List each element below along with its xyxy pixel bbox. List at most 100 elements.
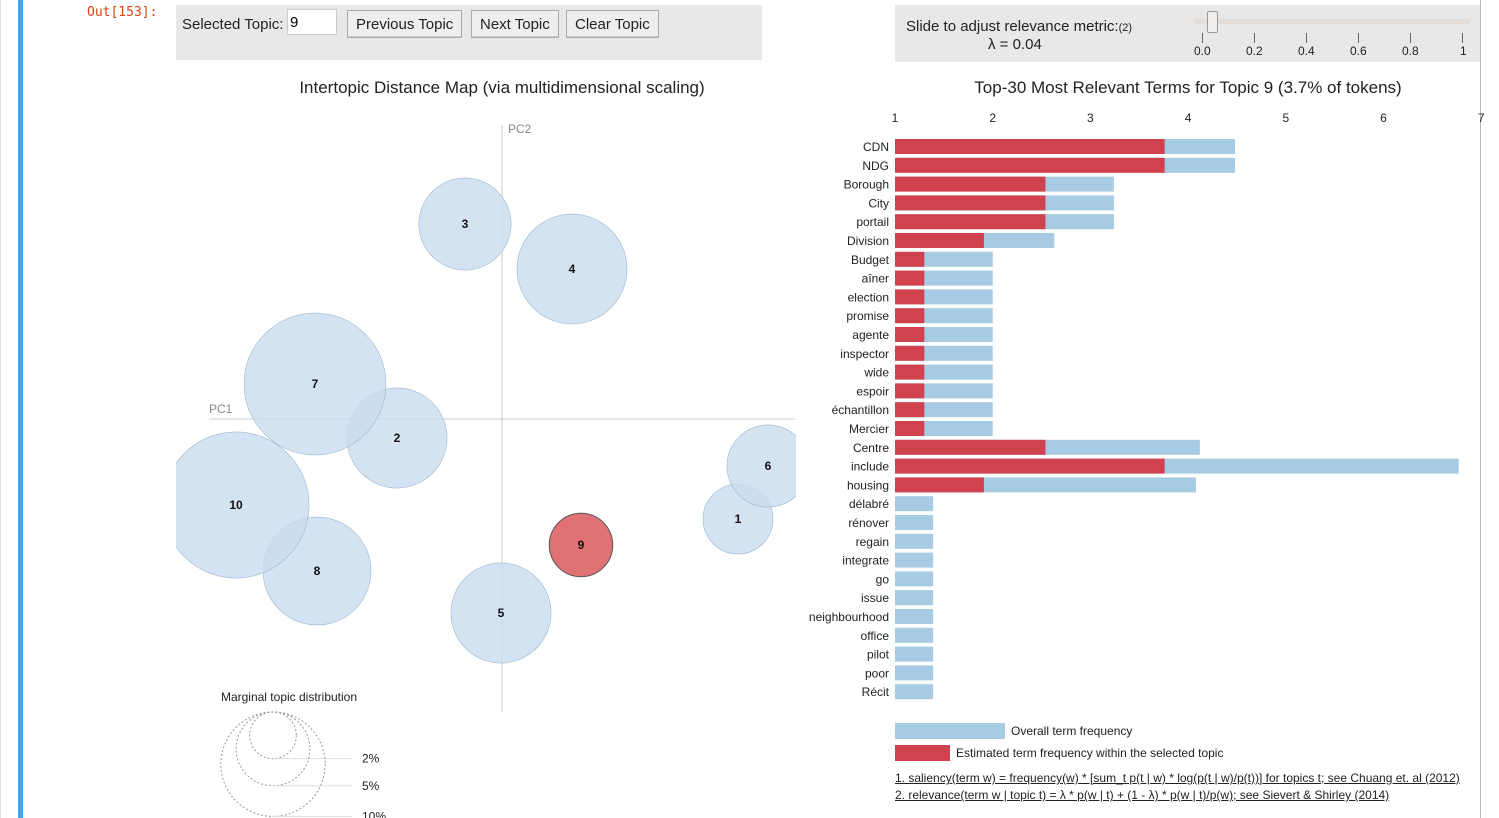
term-label[interactable]: City <box>868 196 889 210</box>
bar-topic[interactable] <box>895 308 925 324</box>
topic-circle-7[interactable] <box>243 312 387 456</box>
lambda-value: λ = 0.04 <box>988 36 1042 53</box>
slider-tick <box>1358 33 1359 43</box>
footnote-relevance[interactable]: 2. relevance(term w | topic t) = λ * p(w… <box>895 788 1390 802</box>
term-label[interactable]: issue <box>861 591 889 605</box>
legend-swatch-topic <box>895 745 950 761</box>
bar-overall[interactable] <box>895 627 934 643</box>
term-label[interactable]: Mercier <box>849 422 889 436</box>
topic-circle-9[interactable] <box>548 512 614 578</box>
term-label[interactable]: aîner <box>862 272 889 286</box>
output-border <box>1480 0 1481 818</box>
bar-topic[interactable] <box>895 402 925 418</box>
term-label[interactable]: Budget <box>851 253 890 267</box>
bar-overall[interactable] <box>895 496 934 512</box>
term-label[interactable]: include <box>851 460 889 474</box>
x-tick-label: 5 <box>1282 111 1289 125</box>
term-label[interactable]: neighbourhood <box>809 610 889 624</box>
topic-circle-3[interactable] <box>418 177 512 271</box>
bar-overall[interactable] <box>895 609 934 624</box>
term-label[interactable]: Borough <box>844 178 889 192</box>
term-label[interactable]: espoir <box>856 384 889 398</box>
pc1-label: PC1 <box>209 402 233 416</box>
x-tick-label: 1 <box>892 111 899 125</box>
pc2-label: PC2 <box>508 122 532 136</box>
topic-circle-4[interactable] <box>516 213 628 325</box>
bar-topic[interactable] <box>895 345 925 361</box>
topic-controls: Selected Topic: Previous Topic Next Topi… <box>176 5 762 60</box>
bar-topic[interactable] <box>895 477 984 493</box>
legend-size-label: 10% <box>362 809 386 818</box>
topic-label-2: 2 <box>394 431 401 445</box>
term-label[interactable]: inspector <box>840 347 889 361</box>
term-label[interactable]: Division <box>847 234 889 248</box>
bar-overall[interactable] <box>895 552 934 568</box>
topic-label-10: 10 <box>229 498 243 512</box>
x-tick-label: 2 <box>989 111 996 125</box>
term-label[interactable]: integrate <box>842 554 889 568</box>
bar-topic[interactable] <box>895 270 925 286</box>
cell-selection-bar <box>18 0 23 818</box>
slider-tick-label: 0.6 <box>1350 44 1367 58</box>
term-label[interactable]: rénover <box>848 516 889 530</box>
previous-topic-button[interactable]: Previous Topic <box>347 10 463 38</box>
legend-label-overall: Overall term frequency <box>1011 724 1132 738</box>
legend-label-topic: Estimated term frequency within the sele… <box>956 746 1223 760</box>
bar-topic[interactable] <box>895 214 1046 230</box>
bar-topic[interactable] <box>895 139 1165 154</box>
bar-overall[interactable] <box>895 571 934 587</box>
bar-topic[interactable] <box>895 289 925 305</box>
slider-tick-label: 0.2 <box>1246 44 1263 58</box>
topic-circle-10[interactable] <box>163 431 310 579</box>
term-label[interactable]: office <box>861 629 890 643</box>
topic-circle-5[interactable] <box>450 562 552 664</box>
slider-track[interactable] <box>1195 19 1470 24</box>
term-label[interactable]: Récit <box>862 685 890 699</box>
term-label[interactable]: agente <box>852 328 889 342</box>
selected-topic-label: Selected Topic: <box>182 16 284 33</box>
slider-handle[interactable] <box>1207 11 1219 33</box>
bar-overall[interactable] <box>895 515 934 530</box>
bar-topic[interactable] <box>895 251 925 267</box>
term-label[interactable]: Centre <box>853 441 889 455</box>
selected-topic-input[interactable] <box>287 9 337 35</box>
bar-topic[interactable] <box>895 157 1165 173</box>
topic-circle-6[interactable] <box>726 424 809 508</box>
x-tick-label: 4 <box>1185 111 1192 125</box>
term-label[interactable]: poor <box>865 666 889 680</box>
term-label[interactable]: échantillon <box>832 403 889 417</box>
bar-overall[interactable] <box>895 684 934 700</box>
notebook-border <box>0 0 1 818</box>
term-label[interactable]: promise <box>846 309 889 323</box>
term-label[interactable]: housing <box>847 478 889 492</box>
term-label[interactable]: NDG <box>862 159 889 173</box>
term-label[interactable]: regain <box>856 535 889 549</box>
legend-circle <box>235 711 311 787</box>
bar-topic[interactable] <box>895 439 1046 455</box>
bar-overall[interactable] <box>895 590 934 606</box>
bar-topic[interactable] <box>895 421 925 436</box>
clear-topic-button[interactable]: Clear Topic <box>566 10 659 38</box>
bar-overall[interactable] <box>895 533 934 549</box>
bar-topic[interactable] <box>895 233 984 248</box>
bar-overall[interactable] <box>895 665 934 681</box>
term-label[interactable]: pilot <box>867 648 890 662</box>
term-label[interactable]: portail <box>856 215 889 229</box>
term-label[interactable]: go <box>876 572 890 586</box>
legend-swatch-overall <box>895 723 1005 739</box>
bar-topic[interactable] <box>895 458 1165 474</box>
slider-tick <box>1306 33 1307 43</box>
bar-topic[interactable] <box>895 195 1046 211</box>
term-label[interactable]: CDN <box>863 140 889 154</box>
term-label[interactable]: election <box>848 290 889 304</box>
footnote-saliency[interactable]: 1. saliency(term w) = frequency(w) * [su… <box>895 771 1460 785</box>
bar-overall[interactable] <box>895 646 934 662</box>
bar-topic[interactable] <box>895 383 925 399</box>
bar-topic[interactable] <box>895 364 925 380</box>
term-label[interactable]: délabré <box>849 497 889 511</box>
slider-tick <box>1462 33 1463 43</box>
next-topic-button[interactable]: Next Topic <box>471 10 559 38</box>
term-label[interactable]: wide <box>863 366 889 380</box>
bar-topic[interactable] <box>895 176 1046 192</box>
bar-topic[interactable] <box>895 327 925 342</box>
